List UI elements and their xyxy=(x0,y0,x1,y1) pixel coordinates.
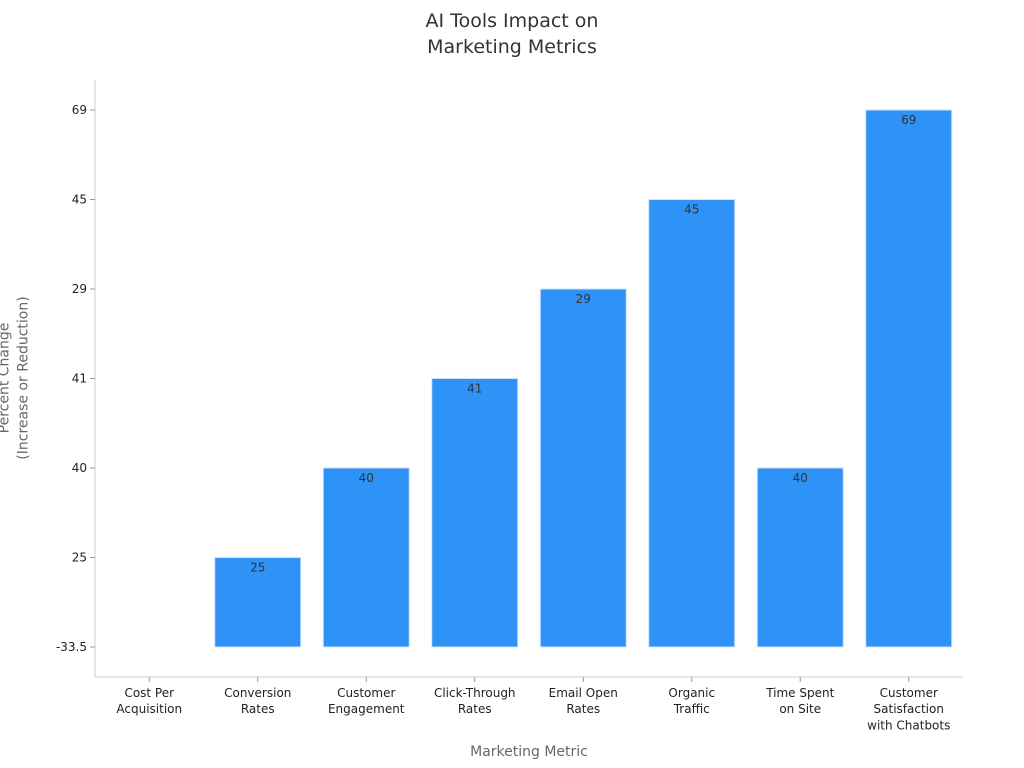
y-tick-label: 25 xyxy=(72,551,87,565)
x-tick-label: Click-Through Rates xyxy=(434,686,516,716)
x-tick-label: Customer Satisfaction with Chatbots xyxy=(867,686,950,732)
x-tick-label: Cost Per Acquisition xyxy=(116,686,182,716)
value-label: 40 xyxy=(793,471,808,485)
y-axis-title: Percent Change (Increase or Reduction) xyxy=(0,296,31,459)
value-label: 40 xyxy=(359,471,374,485)
x-tick-label: Customer Engagement xyxy=(328,686,405,716)
value-label: 45 xyxy=(684,203,699,217)
y-tick-label: 69 xyxy=(72,103,87,117)
bar xyxy=(865,109,953,648)
value-label: 25 xyxy=(250,561,265,575)
bar xyxy=(756,467,844,648)
bar xyxy=(431,378,519,648)
x-tick-label: Organic Traffic xyxy=(668,686,715,716)
bar xyxy=(648,199,736,648)
bar xyxy=(539,288,627,648)
x-tick-label: Conversion Rates xyxy=(224,686,291,716)
x-tick-label: Email Open Rates xyxy=(549,686,618,716)
chart-title: AI Tools Impact on Marketing Metrics xyxy=(426,10,599,58)
y-tick-label: 40 xyxy=(72,461,87,475)
y-tick-label: -33.5 xyxy=(56,640,87,654)
y-tick-label: 41 xyxy=(72,372,87,386)
value-label: 41 xyxy=(467,382,482,396)
value-label: 29 xyxy=(576,292,591,306)
x-tick-label: Time Spent on Site xyxy=(765,686,834,716)
value-label: 69 xyxy=(901,113,916,127)
y-tick-label: 45 xyxy=(72,193,87,207)
x-axis-title: Marketing Metric xyxy=(470,744,588,760)
bar xyxy=(322,467,410,648)
bar xyxy=(214,557,302,648)
y-tick-label: 29 xyxy=(72,282,87,296)
